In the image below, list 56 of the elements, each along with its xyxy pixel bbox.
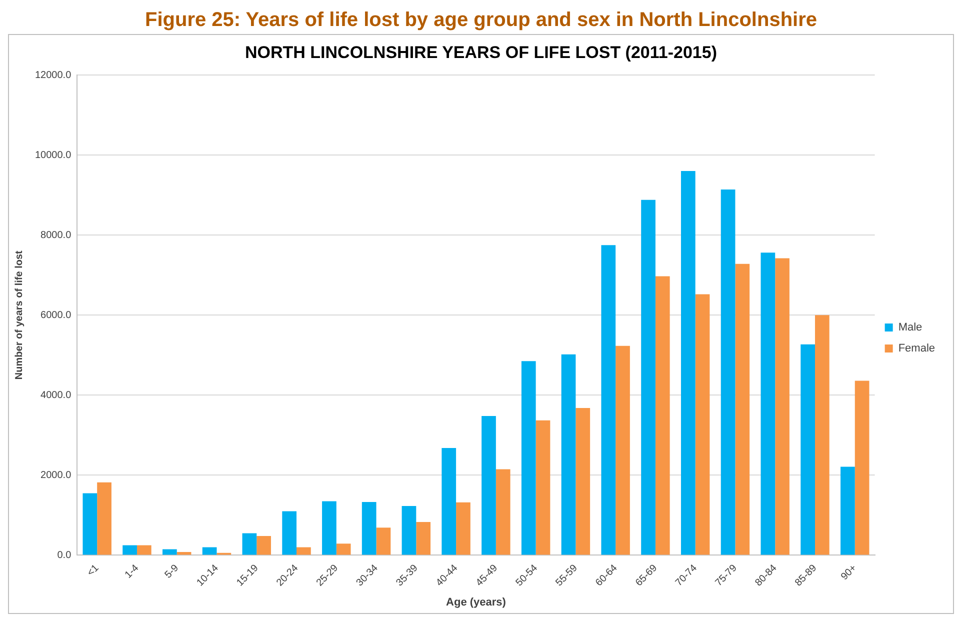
x-tick-label: <1 <box>85 562 102 579</box>
x-tick-label: 5-9 <box>162 562 182 581</box>
y-tick-label: 4000.0 <box>40 390 72 401</box>
bar <box>362 502 376 555</box>
y-tick-label: 12000.0 <box>34 70 72 81</box>
chart-subtitle: NORTH LINCOLNSHIRE YEARS OF LIFE LOST (2011-2015) <box>244 43 718 63</box>
bar <box>97 482 112 555</box>
bar <box>136 545 152 555</box>
bar <box>695 294 710 555</box>
bar <box>322 501 336 555</box>
bar <box>655 276 670 555</box>
bar <box>601 245 616 555</box>
bar <box>336 544 351 555</box>
bar <box>256 536 271 555</box>
bar <box>176 552 192 555</box>
bar <box>641 200 656 555</box>
bar <box>376 528 391 555</box>
y-tick-label: 10000.0 <box>34 150 72 161</box>
legend-label: Male <box>898 322 922 334</box>
bar <box>442 448 456 555</box>
bar <box>162 549 177 555</box>
bar <box>402 506 416 555</box>
bar <box>680 171 696 555</box>
bar <box>282 511 297 555</box>
bar <box>456 502 470 555</box>
x-tick-label: 90+ <box>839 562 860 583</box>
x-axis-title: Age (years) <box>446 596 506 608</box>
chart-title: Figure 25: Years of life lost by age group and sex in North Lincolnshire <box>144 8 818 32</box>
bar <box>416 522 431 555</box>
bar <box>122 545 137 555</box>
bar <box>482 416 496 555</box>
bar <box>242 533 257 555</box>
bar <box>840 466 855 555</box>
bar <box>82 493 98 555</box>
legend-label: Female <box>898 342 936 355</box>
bar <box>814 315 830 555</box>
bar <box>496 469 510 555</box>
bar <box>561 354 576 555</box>
y-tick-label: 2000.0 <box>40 470 72 481</box>
y-tick-label: 8000.0 <box>40 230 72 241</box>
bar <box>854 380 870 555</box>
bar <box>735 264 750 555</box>
bar <box>720 189 736 555</box>
x-tick-label: 1-4 <box>123 562 142 581</box>
bar <box>576 408 590 555</box>
bar <box>536 420 550 555</box>
bar <box>616 346 630 555</box>
y-tick-label: 0.0 <box>57 550 72 561</box>
bar <box>760 252 776 555</box>
bar <box>202 547 217 555</box>
bar <box>521 361 536 555</box>
bar <box>800 344 815 555</box>
y-tick-label: 6000.0 <box>40 310 72 321</box>
bar <box>296 547 311 555</box>
bar <box>775 258 790 555</box>
y-axis-title: Number of years of life lost <box>14 250 25 380</box>
